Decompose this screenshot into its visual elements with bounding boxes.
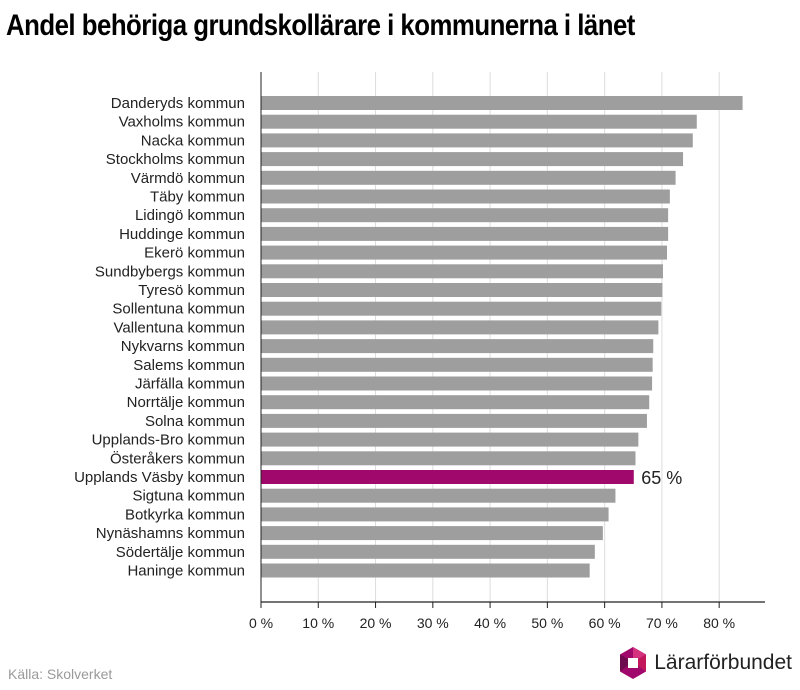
x-tick-label: 60 % (589, 615, 621, 631)
brand-logo: Lärarförbundet (618, 646, 792, 680)
category-label: Lidingö kommun (135, 207, 245, 224)
bar (261, 413, 647, 428)
x-tick-label: 20 % (360, 615, 392, 631)
category-label: Salems kommun (133, 357, 245, 374)
bar (261, 339, 654, 354)
bar (261, 226, 669, 241)
bar (261, 357, 653, 372)
category-label: Täby kommun (150, 189, 245, 206)
category-label: Vallentuna kommun (114, 319, 245, 336)
bar (261, 208, 669, 223)
category-label: Botkyrka kommun (125, 506, 245, 523)
x-tick-label: 0 % (249, 615, 273, 631)
source-note: Källa: Skolverket (8, 666, 113, 682)
x-tick-label: 40 % (474, 615, 506, 631)
bar-chart: 0 % 10 % 20 % 30 % 40 % 50 % 60 % 70 % 80 % Dand… (74, 72, 765, 631)
category-label: Stockholms kommun (106, 151, 245, 168)
logo-text: Lärarförbundet (654, 651, 792, 674)
category-label: Danderyds kommun (111, 95, 245, 112)
bar (261, 189, 670, 204)
bar (261, 544, 595, 559)
x-tick-label: 50 % (531, 615, 563, 631)
data-label: 65 % (641, 468, 682, 488)
bar (261, 376, 653, 391)
bar (261, 451, 636, 466)
bar (261, 488, 616, 503)
x-axis: 0 % 10 % 20 % 30 % 40 % 50 % 60 % 70 % 80 % (249, 72, 765, 631)
bar (261, 245, 667, 260)
bars (261, 96, 743, 578)
chart-title: Andel behöriga grundskollärare i kommune… (6, 9, 635, 42)
category-label: Upplands Väsby kommun (74, 469, 245, 486)
bar (261, 133, 693, 148)
category-label: Järfälla kommun (135, 376, 245, 393)
bar (261, 301, 662, 316)
bar (261, 526, 603, 541)
lararforbundet-logo-icon (620, 647, 647, 679)
highlighted-bar (261, 470, 634, 484)
category-label: Norrtälje kommun (127, 394, 245, 411)
data-labels: 65 % (641, 468, 682, 488)
bar (261, 283, 663, 297)
x-tick-label: 10 % (302, 615, 334, 631)
bar (261, 170, 676, 185)
bar (261, 114, 697, 129)
gridlines (317, 72, 720, 602)
x-tick-label: 80 % (703, 615, 735, 631)
category-label: Värmdö kommun (131, 170, 245, 187)
category-label: Solna kommun (145, 413, 245, 430)
category-label: Nacka kommun (141, 132, 245, 149)
category-label: Sundbybergs kommun (95, 263, 245, 280)
category-label: Sigtuna kommun (132, 488, 245, 505)
x-tick-label: 70 % (646, 615, 678, 631)
bar (261, 152, 684, 167)
category-label: Sollentuna kommun (112, 301, 245, 318)
bar (261, 320, 659, 335)
bar (261, 507, 609, 522)
bar (261, 96, 743, 110)
category-label: Upplands-Bro kommun (92, 432, 245, 449)
category-label: Haninge kommun (127, 563, 245, 580)
bar (261, 563, 590, 578)
bar (261, 264, 663, 279)
category-label: Nynäshamns kommun (96, 525, 245, 542)
category-label: Nykvarns kommun (121, 338, 245, 355)
bar (261, 432, 639, 447)
category-label: Österåkers kommun (110, 449, 245, 467)
category-label: Södertälje kommun (116, 544, 245, 561)
x-tick-label: 30 % (417, 615, 449, 631)
category-label: Ekerö kommun (144, 245, 245, 262)
category-label: Huddinge kommun (119, 226, 245, 243)
category-label: Tyresö kommun (138, 282, 245, 299)
category-label: Vaxholms kommun (119, 114, 245, 131)
bar (261, 395, 650, 410)
